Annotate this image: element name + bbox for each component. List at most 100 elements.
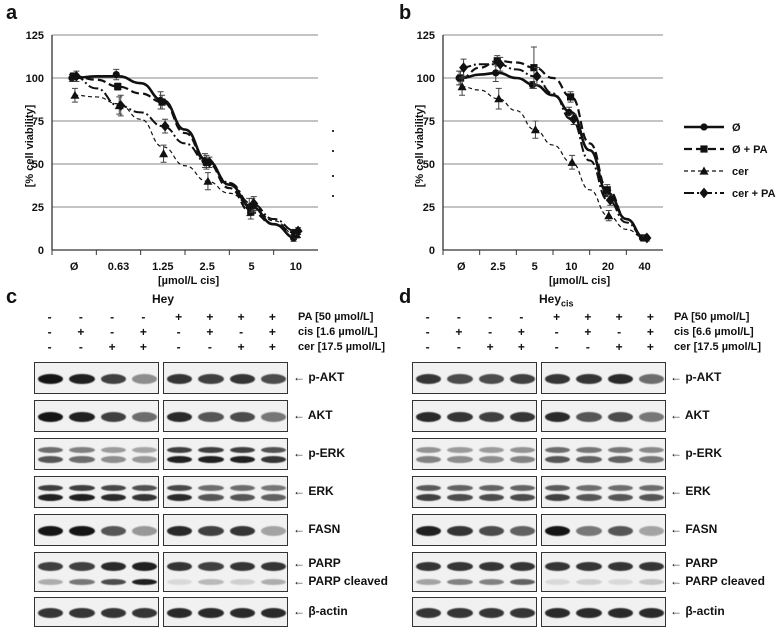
blot-membrane: [541, 400, 666, 432]
treatment-name: cis [1.6 µmol/L]: [298, 326, 378, 338]
blot-band: [478, 447, 504, 453]
blot-band: [416, 374, 442, 384]
blot-band: [638, 447, 664, 453]
treatment-sign: +: [646, 325, 654, 339]
blot-band: [416, 412, 442, 422]
x-tick-label: 2.5: [490, 261, 505, 273]
treatment-sign: +: [486, 340, 494, 354]
data-point: [530, 125, 540, 134]
blot-band: [100, 412, 126, 422]
blot-membrane: [412, 552, 537, 592]
blot-band: [447, 608, 473, 618]
blot-membrane: [34, 597, 159, 627]
blot-band: [447, 485, 473, 491]
data-point: [204, 156, 214, 168]
blot-band: [607, 447, 633, 453]
blot-band: [545, 455, 571, 463]
blot-band: [38, 447, 64, 453]
blot-band: [198, 493, 224, 501]
blot-band: [416, 493, 442, 501]
blot-band: [167, 493, 193, 501]
blot-band: [229, 412, 255, 422]
series-line-2: [461, 86, 645, 239]
blot-band: [38, 493, 64, 501]
blot-band: [260, 579, 286, 585]
x-tick-label: 40: [639, 261, 651, 273]
data-point: [459, 62, 469, 74]
blot-d-title: Heycis: [539, 292, 574, 309]
blot-band: [576, 412, 602, 422]
y-tick-label: 100: [26, 73, 44, 85]
blot-membrane: [163, 438, 288, 470]
y-tick-label: 25: [423, 202, 435, 214]
treatment-sign: +: [237, 310, 245, 324]
y-tick-label: 25: [32, 202, 44, 214]
data-point: [532, 70, 542, 82]
treatment-sign: +: [206, 310, 214, 324]
x-tick-label: 20: [602, 261, 614, 273]
blot-band: [576, 455, 602, 463]
blot-band: [638, 455, 664, 463]
blot-label: ← p-AKT: [293, 370, 345, 384]
blot-band: [509, 526, 535, 536]
blot-band: [131, 412, 157, 422]
blot-band: [509, 608, 535, 618]
blot-band: [229, 485, 255, 491]
blot-band: [69, 485, 95, 491]
data-point: [249, 198, 259, 209]
treatment-sign: -: [47, 340, 52, 354]
blot-band: [638, 374, 664, 384]
blot-label: ← AKT: [293, 408, 333, 422]
blot-label: ← β-actin: [293, 604, 348, 618]
blot-c-title: Hey: [152, 292, 175, 306]
blot-band: [229, 561, 255, 571]
blot-band: [416, 579, 442, 585]
blot-band: [198, 455, 224, 463]
series-line-1: [74, 75, 296, 234]
blot-band: [260, 493, 286, 501]
series-line-1: [461, 59, 645, 240]
treatment-sign: -: [110, 310, 115, 324]
blot-band: [100, 561, 126, 571]
blot-band: [100, 608, 126, 618]
blot-band: [167, 412, 193, 422]
blot-label-cleaved: ← PARP cleaved: [670, 574, 765, 588]
blot-band: [545, 374, 571, 384]
blot-band: [509, 493, 535, 501]
blot-band: [38, 374, 64, 384]
data-point: [159, 149, 169, 158]
blot-membrane: [34, 400, 159, 432]
blot-band: [260, 485, 286, 491]
treatment-sign: -: [488, 325, 493, 339]
x-tick-label: Ø: [457, 261, 466, 273]
data-point: [457, 82, 467, 91]
treatment-sign: -: [47, 310, 52, 324]
treatment-sign: +: [517, 325, 525, 339]
treatment-sign: +: [646, 310, 654, 324]
blot-band: [478, 608, 504, 618]
chart-b-ylabel: [% cell viability]: [414, 104, 426, 188]
blot-band: [478, 579, 504, 585]
treatment-sign: -: [554, 340, 559, 354]
blot-membrane: [34, 552, 159, 592]
blot-band: [509, 447, 535, 453]
treatment-sign: +: [206, 325, 214, 339]
blot-band: [607, 526, 633, 536]
data-point: [71, 70, 81, 82]
blot-membrane: [34, 362, 159, 394]
blot-membrane: [541, 552, 666, 592]
blot-band: [229, 374, 255, 384]
blot-band: [638, 493, 664, 501]
treatment-sign: +: [139, 340, 147, 354]
blot-label: ← p-AKT: [670, 370, 722, 384]
treatment-sign: +: [553, 310, 561, 324]
blot-band: [229, 493, 255, 501]
dot: [332, 130, 334, 132]
blot-label: ← FASN: [670, 522, 718, 536]
blot-membrane: [163, 514, 288, 546]
blot-label-cleaved: ← PARP cleaved: [293, 574, 388, 588]
x-tick-label: 10: [565, 261, 577, 273]
treatment-sign: +: [584, 325, 592, 339]
data-point: [116, 100, 126, 111]
chart-a-xlabel: [µmol/L cis]: [158, 275, 220, 287]
